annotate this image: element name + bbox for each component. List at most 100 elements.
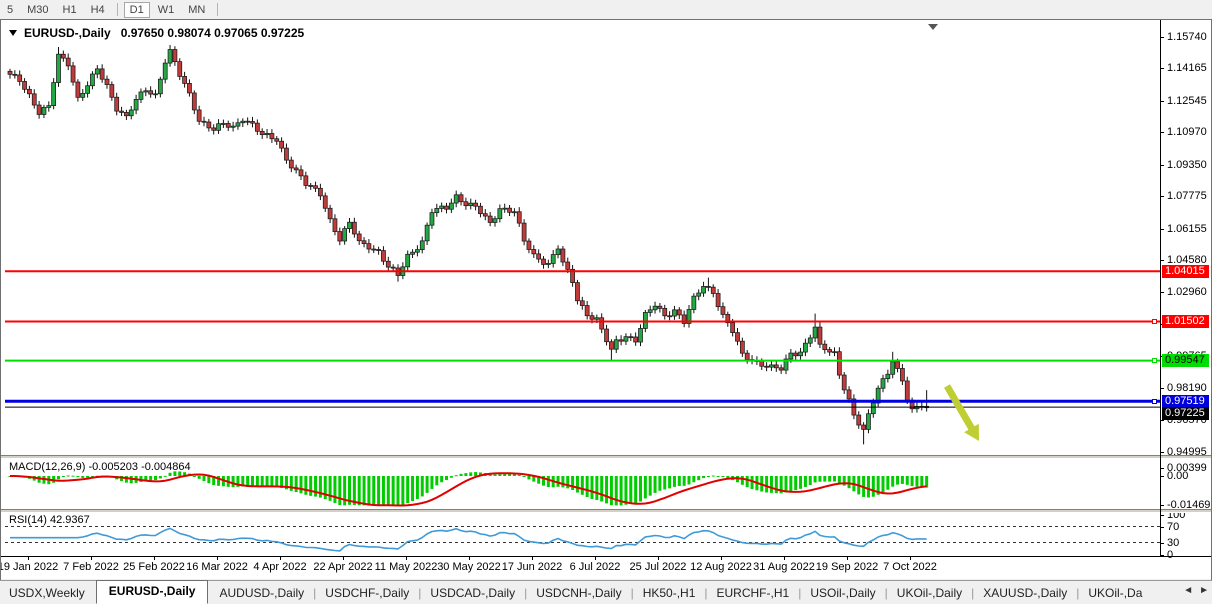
rsi-indicator-chart[interactable] [5, 513, 1160, 556]
date-label: 19 Jan 2022 [0, 561, 59, 573]
bearish-candle [376, 249, 381, 251]
bearish-candle [710, 286, 716, 294]
macd-histogram-bar [309, 476, 313, 496]
toolbar-separator [217, 3, 219, 16]
bearish-candle [390, 266, 396, 269]
price-axis-area[interactable] [1161, 20, 1211, 556]
price-tick-mark [1160, 420, 1164, 422]
pane-splitter-rsi[interactable] [0, 509, 1212, 513]
macd-histogram-bar [745, 476, 749, 488]
chart-tab-usdcnh-daily[interactable]: USDCNH-,Daily [536, 586, 622, 600]
macd-histogram-bar [789, 476, 793, 492]
timeframe-button-m30[interactable]: M30 [27, 3, 49, 16]
macd-histogram-bar [352, 476, 356, 505]
chart-tab-usdcad-daily[interactable]: USDCAD-,Daily [430, 586, 516, 600]
date-axis-area[interactable] [1, 557, 1211, 579]
timeframe-button-h1[interactable]: H1 [62, 3, 77, 16]
macd-histogram-bar [275, 476, 279, 488]
level-drag-marker[interactable] [1152, 358, 1157, 364]
level-drag-marker[interactable] [1152, 398, 1157, 404]
date-label: 4 Apr 2022 [253, 561, 307, 573]
chart-tab-eurchf-h1[interactable]: EURCHF-,H1 [716, 586, 790, 600]
bearish-candle [482, 213, 488, 217]
bullish-candle [642, 312, 648, 329]
bearish-candle [793, 352, 799, 357]
macd-histogram-bar [52, 476, 56, 483]
tab-scroll-left-icon[interactable]: ◄ [1183, 585, 1194, 596]
bearish-candle [861, 424, 866, 430]
timeframe-button-h4[interactable]: H4 [90, 3, 105, 16]
macd-axis-label: 0.00 [1167, 470, 1189, 482]
macd-histogram-bar [503, 473, 507, 476]
macd-histogram-bar [677, 476, 681, 486]
macd-histogram-bar [284, 476, 288, 490]
candlestick-chart[interactable] [5, 22, 1160, 456]
macd-histogram-bar [823, 476, 827, 482]
macd-histogram-bar [493, 474, 497, 476]
macd-histogram-bar [624, 476, 628, 505]
chart-tab-audusd-daily[interactable]: AUDUSD-,Daily [219, 586, 305, 600]
pane-splitter-macd[interactable] [0, 455, 1212, 459]
price-tick-mark [1160, 292, 1164, 294]
chart-tab-hk50-h1[interactable]: HK50-,H1 [642, 586, 696, 600]
rsi-pane[interactable] [1, 512, 1160, 556]
macd-histogram-bar [81, 476, 85, 478]
date-tick-mark [721, 556, 722, 560]
bullish-candle [434, 208, 440, 214]
right-shift-triangle-icon[interactable] [928, 24, 938, 30]
macd-histogram-bar [711, 475, 715, 477]
macd-histogram-bar [192, 475, 196, 477]
chart-tab-xauusd-daily[interactable]: XAUUSD-,Daily [983, 586, 1068, 600]
bullish-candle [133, 99, 139, 111]
tab-divider: | [524, 586, 528, 600]
macd-histogram-bar [386, 476, 390, 506]
macd-histogram-bar [430, 476, 434, 489]
bullish-candle [448, 202, 454, 210]
rsi-axis-tick [1160, 514, 1164, 516]
chart-tab-eurusd-daily[interactable]: EURUSD-,Daily [95, 580, 209, 604]
tab-scroll-buttons: ◄ ► [1183, 585, 1209, 596]
down-arrow-annotation[interactable] [944, 384, 979, 441]
window-border-top [0, 19, 1212, 20]
price-tick-label: 1.07775 [1167, 190, 1207, 203]
macd-histogram-bar [881, 476, 885, 493]
timeframe-button-w1[interactable]: W1 [157, 3, 175, 16]
bearish-candle [764, 365, 769, 368]
timeframe-button-d1[interactable]: D1 [123, 1, 150, 18]
tab-scroll-right-icon[interactable]: ► [1199, 585, 1209, 596]
macd-histogram-bar [401, 476, 405, 506]
chart-tab-usdx-weekly[interactable]: USDX,Weekly [9, 586, 85, 600]
bearish-candle [773, 364, 779, 369]
axis-border-vertical [1160, 20, 1161, 556]
bullish-candle [216, 123, 221, 131]
chart-tab-usdchf-daily[interactable]: USDCHF-,Daily [325, 586, 410, 600]
date-tick-mark [784, 556, 785, 560]
price-tick-label: 1.02960 [1167, 286, 1207, 299]
date-label: 30 May 2022 [437, 561, 501, 573]
macd-indicator-chart[interactable] [5, 459, 1160, 510]
macd-histogram-bar [706, 476, 710, 477]
bearish-candle [7, 70, 13, 75]
date-tick-mark [469, 556, 470, 560]
macd-histogram-bar [343, 476, 347, 506]
macd-histogram-bar [643, 476, 647, 499]
level-drag-marker[interactable] [1152, 319, 1157, 325]
macd-histogram-bar [488, 473, 492, 476]
chart-tab-ukoil-daily[interactable]: UKOil-,Daily [896, 586, 963, 600]
chart-tab-ukoil-da[interactable]: UKOil-,Da [1088, 586, 1143, 600]
macd-histogram-bar [590, 476, 594, 499]
date-label: 17 Jun 2022 [501, 561, 563, 573]
bullish-candle [410, 251, 415, 255]
timeframe-button-mn[interactable]: MN [188, 3, 206, 16]
macd-histogram-bar [905, 476, 909, 485]
macd-histogram-bar [338, 476, 342, 506]
bearish-candle [633, 336, 639, 343]
macd-histogram-bar [702, 476, 706, 479]
bullish-candle [80, 92, 86, 98]
macd-histogram-bar [891, 476, 895, 487]
symbol-dropdown-triangle-icon[interactable] [9, 30, 17, 36]
macd-pane[interactable] [1, 458, 1160, 510]
chart-tab-usoil-daily[interactable]: USOil-,Daily [810, 586, 876, 600]
timeframe-button-5[interactable]: 5 [7, 3, 14, 16]
